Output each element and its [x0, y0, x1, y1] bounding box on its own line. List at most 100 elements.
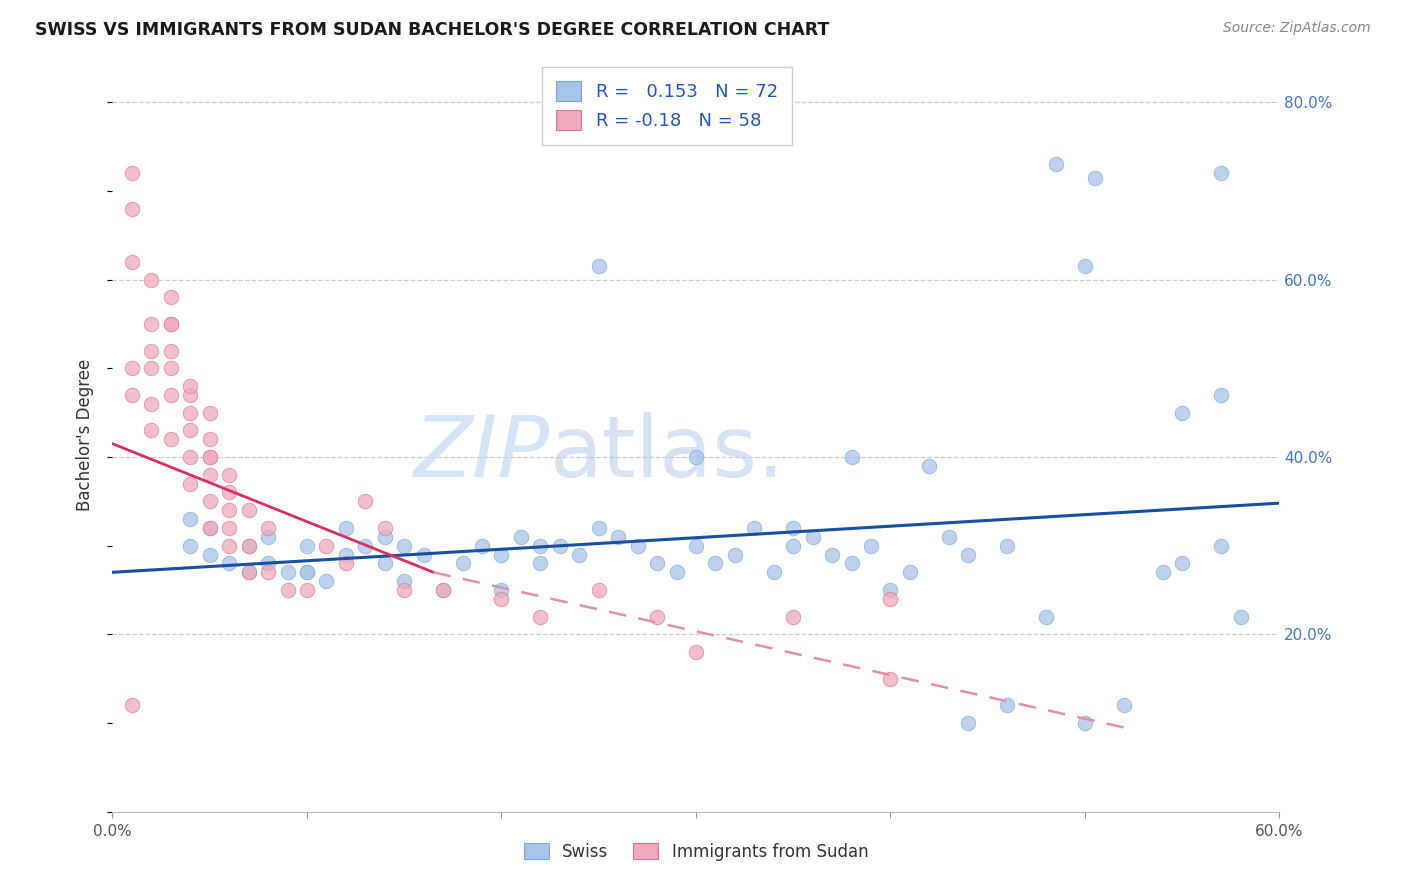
Point [1074, 716, 1097, 731]
Point [898, 566, 921, 580]
Point [1229, 609, 1251, 624]
Point [627, 539, 650, 553]
Point [276, 566, 298, 580]
Point [218, 557, 240, 571]
Point [685, 539, 707, 553]
Point [957, 548, 980, 562]
Point [121, 361, 143, 376]
Point [179, 539, 201, 553]
Point [432, 582, 454, 597]
Point [354, 494, 377, 508]
Point [257, 566, 280, 580]
Point [218, 503, 240, 517]
Point [141, 397, 163, 411]
Point [995, 698, 1018, 713]
Point [588, 260, 610, 274]
Point [1074, 260, 1097, 274]
Point [160, 432, 183, 446]
Point [198, 548, 221, 562]
Point [121, 388, 143, 402]
Point [394, 539, 416, 553]
Point [160, 317, 183, 331]
Point [665, 566, 688, 580]
Point [238, 503, 260, 517]
Point [141, 424, 163, 438]
Point [257, 521, 280, 535]
Point [1112, 698, 1135, 713]
Text: atlas.: atlas. [550, 412, 786, 495]
Point [198, 521, 221, 535]
Point [238, 566, 260, 580]
Point [141, 361, 163, 376]
Point [685, 645, 707, 659]
Point [160, 388, 183, 402]
Point [179, 406, 201, 420]
Point [529, 557, 551, 571]
Point [179, 512, 201, 526]
Point [218, 521, 240, 535]
Y-axis label: Bachelor's Degree: Bachelor's Degree [76, 359, 94, 511]
Point [198, 450, 221, 464]
Point [860, 539, 883, 553]
Point [374, 557, 396, 571]
Point [198, 494, 221, 508]
Point [335, 557, 357, 571]
Text: ZIP: ZIP [413, 412, 550, 495]
Point [238, 539, 260, 553]
Point [160, 361, 183, 376]
Point [276, 582, 298, 597]
Point [374, 530, 396, 544]
Point [160, 317, 183, 331]
Point [295, 582, 318, 597]
Point [1084, 170, 1107, 185]
Point [782, 539, 804, 553]
Point [160, 290, 183, 304]
Point [588, 521, 610, 535]
Point [160, 343, 183, 358]
Point [841, 557, 863, 571]
Point [198, 432, 221, 446]
Text: SWISS VS IMMIGRANTS FROM SUDAN BACHELOR'S DEGREE CORRELATION CHART: SWISS VS IMMIGRANTS FROM SUDAN BACHELOR'… [35, 21, 830, 38]
Text: Source: ZipAtlas.com: Source: ZipAtlas.com [1223, 21, 1371, 35]
Point [529, 609, 551, 624]
Point [218, 485, 240, 500]
Point [704, 557, 727, 571]
Point [257, 530, 280, 544]
Point [645, 557, 668, 571]
Point [394, 574, 416, 589]
Point [218, 539, 240, 553]
Point [685, 450, 707, 464]
Point [645, 609, 668, 624]
Point [238, 539, 260, 553]
Point [1171, 557, 1194, 571]
Point [1035, 609, 1057, 624]
Point [179, 424, 201, 438]
Point [879, 591, 901, 606]
Point [491, 591, 513, 606]
Point [121, 202, 143, 216]
Point [1171, 406, 1194, 420]
Point [1152, 566, 1174, 580]
Point [432, 582, 454, 597]
Point [394, 582, 416, 597]
Point [451, 557, 474, 571]
Point [198, 521, 221, 535]
Point [801, 530, 824, 544]
Point [782, 609, 804, 624]
Point [257, 557, 280, 571]
Point [918, 458, 941, 473]
Point [821, 548, 844, 562]
Point [1045, 157, 1067, 171]
Point [1209, 539, 1232, 553]
Point [548, 539, 571, 553]
Point [121, 698, 143, 713]
Point [607, 530, 630, 544]
Point [1209, 388, 1232, 402]
Point [762, 566, 785, 580]
Point [724, 548, 747, 562]
Point [295, 539, 318, 553]
Legend: Swiss, Immigrants from Sudan: Swiss, Immigrants from Sudan [517, 836, 875, 867]
Point [957, 716, 980, 731]
Point [295, 566, 318, 580]
Point [1209, 166, 1232, 180]
